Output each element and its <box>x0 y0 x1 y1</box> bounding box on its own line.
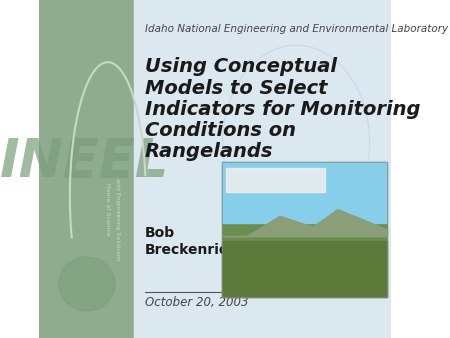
Bar <box>222 162 387 297</box>
Text: Using Conceptual
Models to Select
Indicators for Monitoring
Conditions on
Rangel: Using Conceptual Models to Select Indica… <box>145 57 420 162</box>
Text: Idaho National Engineering and Environmental Laboratory: Idaho National Engineering and Environme… <box>145 24 448 34</box>
Bar <box>222 162 387 223</box>
Bar <box>226 168 325 192</box>
Circle shape <box>59 257 115 311</box>
Text: INEEL: INEEL <box>0 136 170 188</box>
Bar <box>222 162 387 297</box>
Text: October 20, 2003: October 20, 2003 <box>145 296 248 309</box>
Bar <box>222 241 387 297</box>
Text: Home of Science: Home of Science <box>105 183 110 236</box>
Text: Bob
Breckenridge: Bob Breckenridge <box>145 226 249 257</box>
Bar <box>135 0 391 338</box>
Polygon shape <box>222 210 387 237</box>
Bar <box>40 0 135 338</box>
Text: and Engineering Solutions: and Engineering Solutions <box>115 178 120 261</box>
